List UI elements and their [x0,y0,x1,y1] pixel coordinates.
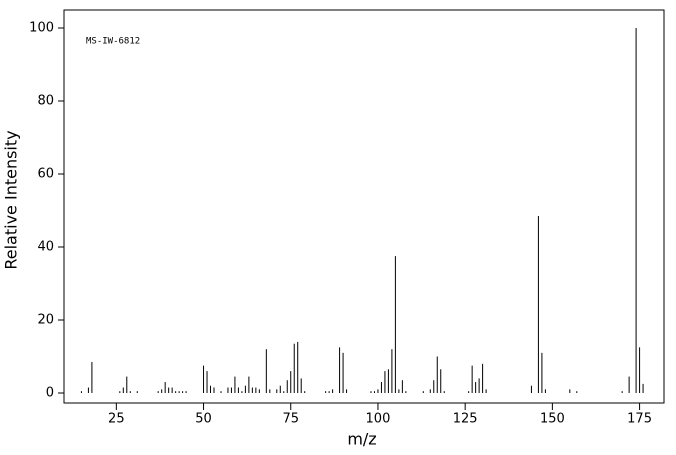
x-tick-label: 150 [540,412,565,427]
y-tick-label: 100 [29,21,54,36]
annotation: MS-IW-6812 [86,37,140,47]
y-axis-title: Relative Intensity [2,130,21,269]
y-tick-label: 60 [37,167,54,182]
x-axis-title: m/z [347,430,376,449]
x-tick-label: 50 [195,412,212,427]
y-tick-label: 20 [37,313,54,328]
x-tick-label: 100 [366,412,391,427]
x-tick-label: 175 [627,412,652,427]
x-tick-label: 25 [108,412,125,427]
y-tick-label: 0 [46,386,54,401]
plot-frame [63,9,665,404]
y-tick-label: 80 [37,94,54,109]
y-tick-label: 40 [37,240,54,255]
x-tick-label: 75 [282,412,299,427]
x-tick-label: 125 [453,412,478,427]
